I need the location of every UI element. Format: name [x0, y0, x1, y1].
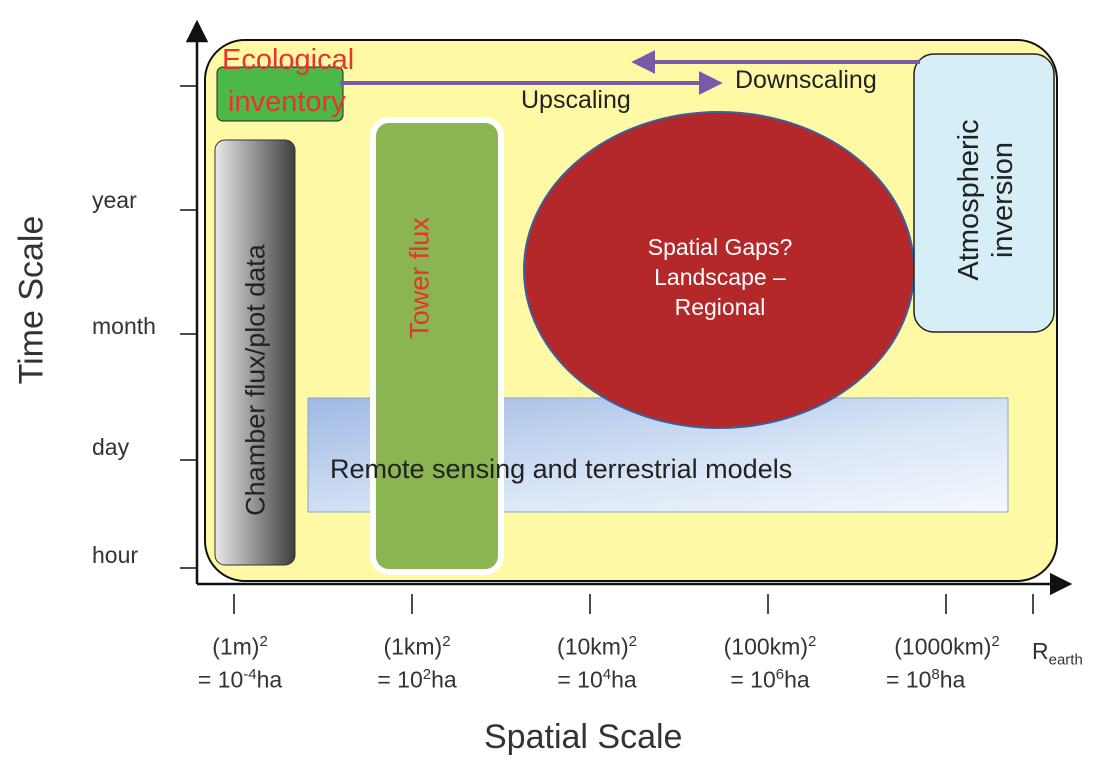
x-tick-1km-bottom-sup: 2 [422, 665, 432, 683]
r-earth-sub: earth [1048, 651, 1083, 669]
x-tick-1000km-bottom-pre: = 10 [886, 666, 932, 693]
downscaling-label: Downscaling [735, 66, 877, 94]
x-tick-1m-top: (1m) [212, 633, 260, 660]
x-tick-1km-bottom-pre: = 10 [377, 666, 423, 693]
gaps-line3: Regional [674, 294, 766, 320]
atmospheric-line1: Atmospheric [953, 119, 985, 281]
x-tick-10km-top-sup: 2 [628, 633, 637, 650]
x-tick-1000km-bottom-post: ha [939, 666, 966, 693]
x-tick-1000km-top: (1000km) [894, 633, 992, 660]
x-tick-100km-bottom-sup: 6 [775, 665, 785, 683]
y-tick-label-year: year [92, 187, 137, 213]
ecological-label-line2: inventory [228, 86, 346, 118]
x-tick-1m-bottom-post: ha [256, 666, 283, 693]
x-tick-label-1000km: (1000km)2 = 108ha [872, 628, 1022, 693]
x-tick-1m-bottom-sup: -4 [243, 665, 257, 683]
gaps-line1: Spatial Gaps? [647, 234, 793, 260]
x-tick-100km-bottom-pre: = 10 [730, 666, 776, 693]
remote-label: Remote sensing and terrestrial models [330, 454, 793, 484]
x-tick-1000km-top-sup: 2 [991, 633, 1000, 650]
tower-label: Tower flux [404, 217, 435, 339]
x-axis-title: Spatial Scale [484, 718, 683, 756]
upscaling-label: Upscaling [521, 86, 631, 114]
x-tick-1km-top: (1km) [383, 633, 443, 660]
x-tick-1000km-bottom-sup: 8 [931, 665, 940, 683]
r-earth-main: R [1032, 638, 1049, 664]
x-tick-1m-bottom-pre: = 10 [197, 666, 244, 693]
x-tick-10km-top: (10km) [557, 633, 629, 660]
x-tick-label-rearth: Rearth [1032, 638, 1098, 674]
x-tick-100km-bottom-post: ha [784, 666, 810, 693]
x-tick-label-1m: (1m)2 = 10-4ha [180, 628, 300, 693]
atmospheric-label: Atmospheric inversion [952, 119, 1020, 280]
y-axis-title: Time Scale [12, 215, 51, 385]
x-tick-label-10km: (10km)2 = 104ha [532, 628, 662, 693]
x-tick-10km-bottom-sup: 4 [602, 665, 612, 683]
x-tick-1km-bottom-post: ha [431, 666, 457, 693]
x-tick-1km-top-sup: 2 [442, 633, 451, 650]
y-tick-label-day: day [92, 434, 130, 460]
gaps-line2: Landscape – [654, 264, 786, 290]
ecological-box [216, 66, 344, 122]
x-tick-1m-top-sup: 2 [259, 633, 268, 650]
x-tick-100km-top-sup: 2 [808, 633, 817, 650]
atmospheric-line2: inversion [987, 141, 1019, 259]
x-tick-label-100km: (100km)2 = 106ha [700, 628, 840, 693]
y-tick-label-month: month [92, 313, 156, 339]
x-tick-label-1km: (1km)2 = 102ha [357, 628, 477, 693]
y-tick-label-hour: hour [92, 542, 139, 568]
chamber-flux-box [214, 139, 296, 566]
tower-flux-box [370, 117, 504, 575]
ecological-label-line1: Ecological [222, 44, 355, 76]
x-tick-10km-bottom-post: ha [611, 666, 637, 693]
gaps-label: Spatial Gaps? Landscape – Regional [560, 232, 880, 322]
x-tick-10km-bottom-pre: = 10 [557, 666, 603, 693]
atmospheric-box [913, 53, 1055, 333]
chamber-label: Chamber flux/plot data [240, 244, 271, 516]
x-tick-100km-top: (100km) [723, 633, 808, 660]
